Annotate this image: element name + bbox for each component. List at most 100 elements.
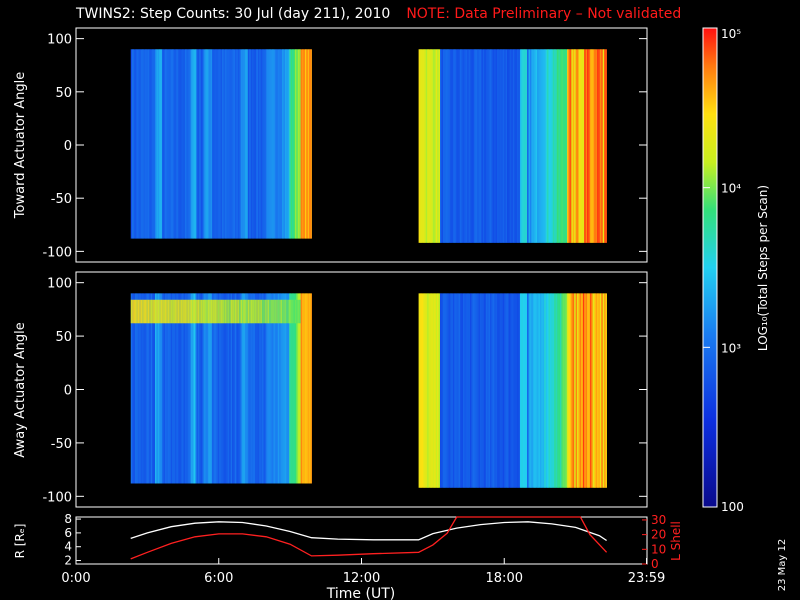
away-y-axis: 100 50 0 -50 -100 bbox=[42, 277, 647, 505]
heatmap-band-cell bbox=[136, 299, 139, 324]
heatmap-band-cell bbox=[297, 299, 300, 324]
heatmap-column bbox=[269, 293, 272, 484]
heatmap-band-cell bbox=[273, 299, 276, 324]
heatmap-column bbox=[204, 293, 207, 484]
heatmap-column bbox=[502, 49, 505, 243]
heatmap-band-cell bbox=[184, 299, 187, 324]
heatmap-column bbox=[214, 293, 217, 484]
heatmap-column bbox=[599, 293, 602, 488]
heatmap-band-cell bbox=[209, 299, 212, 324]
ephemeris-lines bbox=[130, 516, 608, 560]
heatmap-column bbox=[297, 293, 300, 484]
heatmap-column bbox=[577, 49, 579, 243]
heatmap-column bbox=[130, 293, 133, 484]
colorbar-tick-label: 10⁴ bbox=[721, 182, 741, 196]
heatmap-column bbox=[239, 49, 242, 239]
heatmap-column bbox=[283, 293, 286, 484]
heatmap-band-cell bbox=[247, 299, 250, 324]
heatmap-column bbox=[219, 49, 222, 239]
heatmap-column bbox=[442, 49, 445, 243]
heatmap-column bbox=[581, 293, 584, 488]
heatmap-column bbox=[247, 49, 250, 239]
heatmap-column bbox=[457, 293, 459, 488]
heatmap-column bbox=[177, 293, 180, 484]
heatmap-column bbox=[216, 293, 219, 484]
heatmap-column bbox=[542, 293, 545, 488]
heatmap-column bbox=[176, 293, 179, 484]
heatmap-column bbox=[469, 49, 472, 243]
heatmap-band-cell bbox=[222, 299, 224, 324]
heatmap-column bbox=[504, 49, 507, 243]
heatmap-column bbox=[562, 293, 565, 488]
r-series-line bbox=[130, 521, 607, 542]
heatmap-column bbox=[474, 293, 477, 488]
heatmap-column bbox=[441, 49, 444, 243]
heatmap-column bbox=[204, 49, 207, 239]
heatmap-column bbox=[173, 293, 176, 484]
heatmap-column bbox=[132, 49, 134, 239]
heatmap-column bbox=[246, 49, 249, 239]
heatmap-column bbox=[592, 49, 595, 243]
heatmap-band-cell bbox=[145, 299, 147, 324]
heatmap-column bbox=[190, 49, 193, 239]
heatmap-column bbox=[210, 49, 213, 239]
heatmap-column bbox=[199, 293, 202, 484]
heatmap-band-cell bbox=[146, 299, 149, 324]
heatmap-column bbox=[184, 293, 187, 484]
heatmap-band-cell bbox=[153, 299, 156, 324]
heatmap-column bbox=[495, 293, 498, 488]
heatmap-band-cell bbox=[276, 299, 279, 324]
heatmap-column bbox=[272, 49, 274, 239]
heatmap-column bbox=[143, 293, 146, 484]
heatmap-band-cell bbox=[284, 299, 287, 324]
heatmap-column bbox=[572, 49, 575, 243]
heatmap-column bbox=[440, 49, 442, 243]
heatmap-column bbox=[229, 49, 232, 239]
heatmap-column bbox=[280, 49, 283, 239]
heatmap-column bbox=[450, 49, 452, 243]
heatmap-column bbox=[307, 49, 310, 239]
heatmap-band-cell bbox=[183, 299, 186, 324]
heatmap-column bbox=[488, 49, 491, 243]
heatmap-column bbox=[310, 49, 312, 239]
heatmap-column bbox=[505, 293, 508, 488]
heatmap-column bbox=[562, 49, 565, 243]
heatmap-band-cell bbox=[266, 299, 269, 324]
heatmap-band-cell bbox=[169, 299, 172, 324]
heatmap-band-cell bbox=[289, 299, 291, 324]
heatmap-column bbox=[464, 293, 467, 488]
heatmap-column bbox=[242, 49, 244, 239]
heatmap-column bbox=[467, 49, 469, 243]
heatmap-column bbox=[595, 293, 598, 488]
heatmap-column bbox=[267, 293, 270, 484]
time-axis: 0:00 6:00 12:00 18:00 23:59 bbox=[61, 558, 665, 586]
heatmap-column bbox=[267, 49, 270, 239]
heatmap-column bbox=[156, 293, 159, 484]
heatmap-column bbox=[534, 49, 537, 243]
lshell-axis-label: L Shell bbox=[669, 521, 683, 561]
heatmap-column bbox=[130, 49, 133, 239]
heatmap-column bbox=[236, 49, 239, 239]
heatmap-band-cell bbox=[277, 299, 280, 324]
heatmap-band-cell bbox=[199, 299, 202, 324]
heatmap-column bbox=[213, 49, 216, 239]
heatmap-column bbox=[469, 293, 472, 488]
heatmap-column bbox=[501, 293, 504, 488]
heatmap-column bbox=[524, 49, 527, 243]
heatmap-column bbox=[487, 293, 489, 488]
heatmap-band-cell bbox=[264, 299, 267, 324]
heatmap-column bbox=[172, 49, 174, 239]
heatmap-column bbox=[230, 293, 233, 484]
heatmap-column bbox=[534, 293, 537, 488]
heatmap-column bbox=[194, 293, 197, 484]
heatmap-band-cell bbox=[164, 299, 167, 324]
heatmap-band-cell bbox=[177, 299, 180, 324]
heatmap-column bbox=[585, 293, 588, 488]
heatmap-band-cell bbox=[214, 299, 217, 324]
heatmap-column bbox=[282, 49, 284, 239]
heatmap-column bbox=[253, 293, 256, 484]
heatmap-band-cell bbox=[232, 299, 234, 324]
heatmap-band-cell bbox=[219, 299, 222, 324]
heatmap-column bbox=[522, 293, 525, 488]
heatmap-column bbox=[152, 293, 154, 484]
